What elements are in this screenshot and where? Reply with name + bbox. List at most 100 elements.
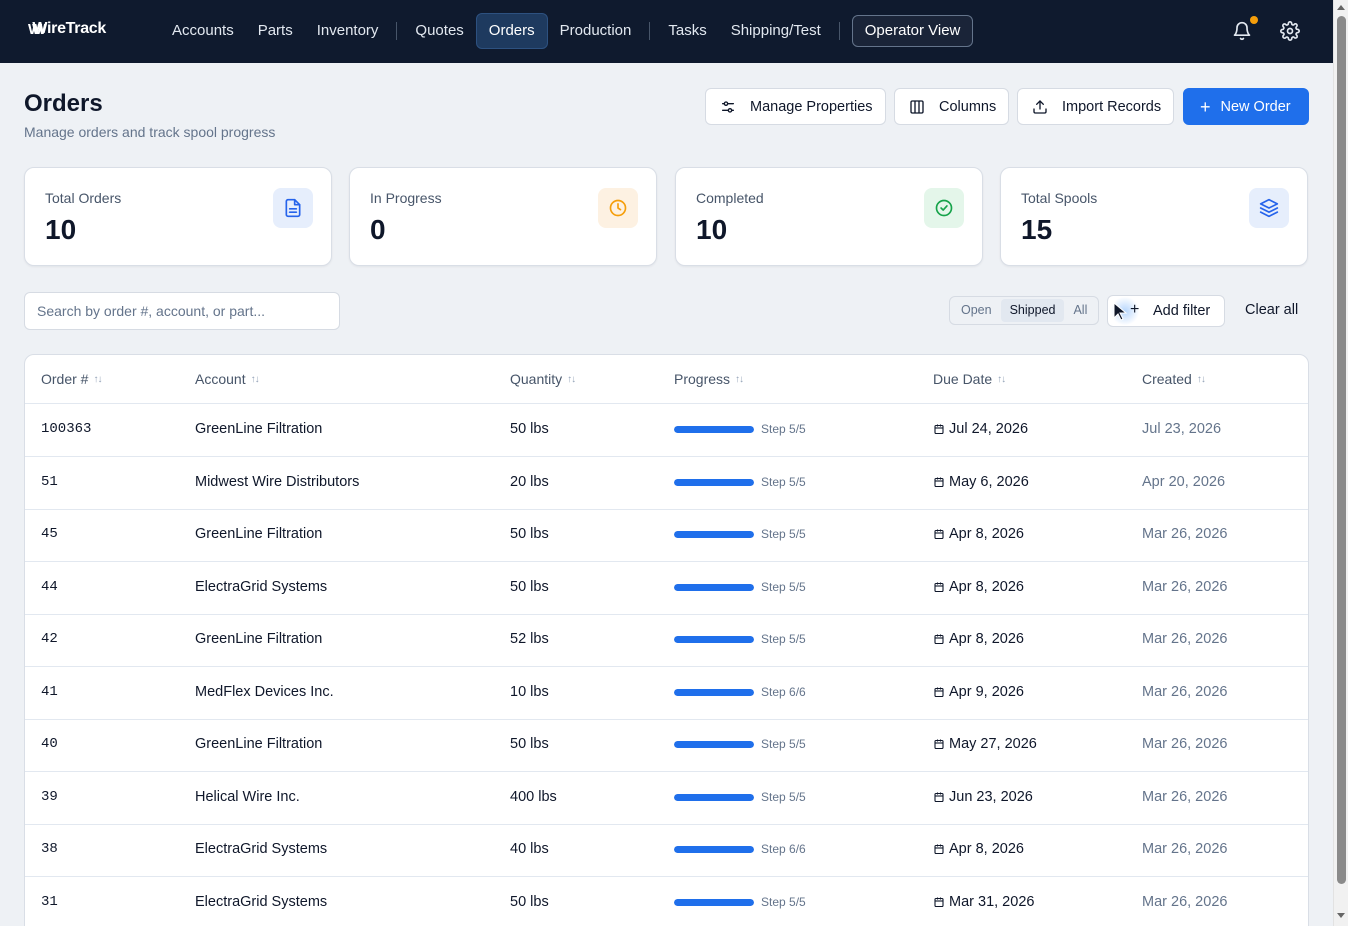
order-number[interactable]: 100363 <box>41 421 92 437</box>
order-number[interactable]: 42 <box>41 631 58 647</box>
nav-item-inventory[interactable]: Inventory <box>316 22 379 39</box>
order-number[interactable]: 38 <box>41 841 58 857</box>
logo-mark-2: W <box>32 20 46 38</box>
due-date: Apr 8, 2026 <box>933 631 1024 647</box>
manage-properties-button[interactable]: Manage Properties <box>705 88 886 125</box>
account-name: ElectraGrid Systems <box>195 841 328 857</box>
account-name: GreenLine Filtration <box>195 631 323 647</box>
order-number[interactable]: 40 <box>41 736 58 752</box>
nav-item-production[interactable]: Production <box>559 22 632 39</box>
column-header-account[interactable]: Account ↑↓ <box>195 371 260 387</box>
due-date-label: Jul 24, 2026 <box>949 421 1029 437</box>
progress-bar-fill <box>674 583 754 591</box>
nav-item-shipping-test[interactable]: Shipping/Test <box>730 22 821 39</box>
table-row[interactable]: 40 GreenLine Filtration 50 lbs Step 5/5 May … <box>25 719 1308 772</box>
stat-label: Completed <box>696 190 764 206</box>
progress-bar <box>674 531 754 538</box>
created-date: Mar 26, 2026 <box>1142 841 1228 857</box>
check-circle-icon <box>924 188 964 228</box>
due-date: May 6, 2026 <box>933 474 1029 490</box>
calendar-icon <box>934 634 944 645</box>
order-number[interactable]: 44 <box>41 578 58 595</box>
upload-icon <box>1033 99 1047 114</box>
nav-item-accounts[interactable]: Accounts <box>172 22 234 39</box>
progress-bar <box>674 688 754 696</box>
progress-bar <box>674 583 754 591</box>
due-date: Apr 8, 2026 <box>933 526 1024 542</box>
order-number[interactable]: 31 <box>41 893 58 910</box>
column-header-created[interactable]: Created ↑↓ <box>1142 371 1206 387</box>
sort-icon: ↑↓ <box>250 373 260 385</box>
add-filter-button[interactable]: + Add filter <box>1107 295 1225 327</box>
search-input[interactable] <box>24 292 340 330</box>
import-records-button[interactable]: Import Records <box>1017 88 1175 125</box>
sort-icon: ↑↓ <box>735 373 744 385</box>
order-number[interactable]: 45 <box>41 526 58 542</box>
column-header-progress[interactable]: Progress ↑↓ <box>674 371 744 387</box>
sort-icon: ↑↓ <box>1196 373 1206 385</box>
progress-step: Step 5/5 <box>761 789 806 804</box>
clear-all-button[interactable]: Clear all <box>1245 302 1299 318</box>
columns-button[interactable]: Columns <box>894 88 1010 125</box>
filter-option-shipped[interactable]: Shipped <box>1000 299 1065 322</box>
due-date: Mar 31, 2026 <box>933 894 1034 910</box>
new-order-button[interactable]: + New Order <box>1183 88 1309 125</box>
nav-item-tasks[interactable]: Tasks <box>668 22 707 39</box>
account-name: Midwest Wire Distributors <box>195 473 360 490</box>
column-header-due-date[interactable]: Due Date ↑↓ <box>933 371 1006 387</box>
nav-item-parts[interactable]: Parts <box>257 22 293 39</box>
sliders-icon <box>722 100 734 113</box>
column-header-order[interactable]: Order # ↑↓ <box>41 371 102 387</box>
order-number[interactable]: 39 <box>41 788 58 805</box>
due-date-label: Apr 8, 2026 <box>949 631 1024 647</box>
scroll-thumb[interactable] <box>1337 16 1346 884</box>
quantity: 10 lbs <box>510 683 549 700</box>
columns-label: Columns <box>939 98 997 115</box>
progress-step: Step 5/5 <box>761 894 806 909</box>
table-row[interactable]: 38 ElectraGrid Systems 40 lbs Step 6/6 Apr 8… <box>25 824 1308 877</box>
operator-view-button[interactable]: Operator View <box>851 15 974 47</box>
nav-item-quotes[interactable]: Quotes <box>415 22 464 39</box>
filter-option-open[interactable]: Open <box>961 303 992 317</box>
progress-step: Step 5/5 <box>761 474 806 489</box>
bell-icon[interactable] <box>1232 21 1252 41</box>
table-row[interactable]: 41 MedFlex Devices Inc. 10 lbs Step 6/6 Apr … <box>25 667 1308 720</box>
nav-item-orders[interactable]: Orders <box>475 13 548 49</box>
stat-label: Total Spools <box>1021 190 1098 206</box>
column-header-label: Due Date <box>933 371 993 387</box>
progress-bar-fill <box>674 636 754 643</box>
logo-mark: W <box>28 20 42 38</box>
column-header-quantity[interactable]: Quantity ↑↓ <box>510 371 576 387</box>
progress-bar <box>674 426 754 433</box>
account-name: GreenLine Filtration <box>195 526 323 542</box>
table-row[interactable]: 31 ElectraGrid Systems 50 lbs Step 5/5 Mar 3… <box>25 877 1308 926</box>
table-row[interactable]: 39 Helical Wire Inc. 400 lbs Step 5/5 Jun 23… <box>25 772 1308 825</box>
order-number[interactable]: 41 <box>41 683 58 700</box>
page-scrollbar[interactable] <box>1333 0 1348 926</box>
table-row[interactable]: 51 Midwest Wire Distributors 20 lbs Step 5/… <box>25 457 1308 510</box>
add-filter-label: Add filter <box>1153 303 1211 319</box>
due-date-label: Apr 8, 2026 <box>949 841 1024 857</box>
gear-icon[interactable] <box>1280 21 1300 41</box>
sort-icon: ↑↓ <box>997 373 1006 385</box>
table-row[interactable]: 42 GreenLine Filtration 52 lbs Step 5/5 Apr … <box>25 614 1308 667</box>
progress-step: Step 5/5 <box>761 527 806 541</box>
table-row[interactable]: 45 GreenLine Filtration 50 lbs Step 5/5 Apr … <box>25 509 1308 562</box>
nav-separator <box>396 22 398 40</box>
scroll-down-arrow-icon[interactable] <box>1337 913 1345 918</box>
page-title: Orders <box>24 90 103 117</box>
filter-option-all[interactable]: All <box>1073 303 1088 317</box>
table-row[interactable]: 100363 GreenLine Filtration 50 lbs Step 5/5… <box>25 404 1308 457</box>
page-subtitle: Manage orders and track spool progress <box>24 124 276 140</box>
table-row[interactable]: 44 ElectraGrid Systems 50 lbs Step 5/5 Apr 8… <box>25 562 1308 615</box>
column-header-label: Created <box>1142 371 1192 387</box>
import-records-label: Import Records <box>1062 98 1162 115</box>
due-date: Apr 8, 2026 <box>933 579 1024 595</box>
scroll-up-arrow-icon[interactable] <box>1337 5 1345 10</box>
notification-dot <box>1250 16 1258 24</box>
document-icon <box>273 188 313 228</box>
calendar-icon <box>934 739 944 750</box>
quantity: 50 lbs <box>510 421 549 437</box>
order-number[interactable]: 51 <box>41 473 58 490</box>
